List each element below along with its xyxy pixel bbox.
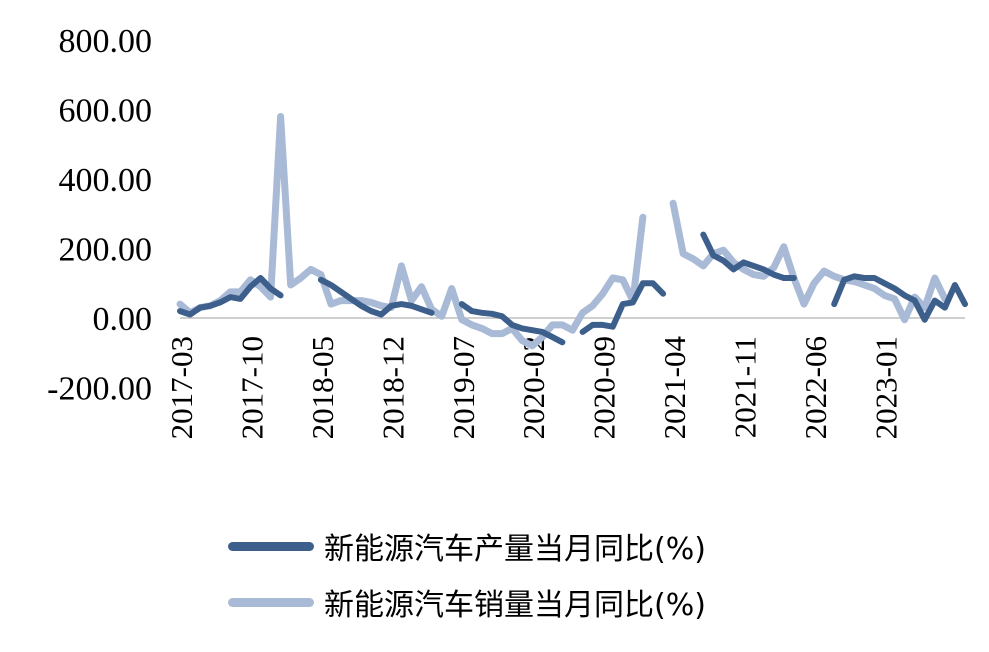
x-tick-label: 2021-11 bbox=[728, 336, 763, 438]
y-tick-label: 600.00 bbox=[59, 93, 153, 130]
x-tick-label: 2022-06 bbox=[798, 336, 833, 439]
x-tick-label: 2020-09 bbox=[587, 336, 622, 439]
y-tick-label: 200.00 bbox=[59, 232, 153, 269]
y-axis: 800.00 600.00 400.00 200.00 0.00 -200.00 bbox=[47, 23, 152, 408]
series-line-sales bbox=[176, 113, 949, 350]
x-tick-label: 2023-01 bbox=[868, 336, 903, 439]
x-axis: 2017-03 2017-10 2018-05 2018-12 2019-07 2020-… bbox=[164, 317, 965, 440]
x-tick-label: 2018-05 bbox=[305, 336, 340, 439]
y-tick-label: 400.00 bbox=[59, 162, 153, 199]
legend-swatch-production bbox=[228, 541, 314, 551]
x-tick-label: 2018-12 bbox=[375, 336, 410, 439]
series-line-production bbox=[177, 231, 968, 346]
legend-label-sales: 新能源汽车销量当月同比(%) bbox=[324, 588, 706, 623]
series-layer bbox=[176, 113, 968, 350]
x-tick-label: 2020-02 bbox=[516, 336, 551, 439]
y-tick-label: -200.00 bbox=[47, 371, 152, 408]
legend: 新能源汽车产量当月同比(%) 新能源汽车销量当月同比(%) bbox=[228, 518, 706, 630]
legend-item-sales: 新能源汽车销量当月同比(%) bbox=[228, 574, 706, 630]
x-tick-label: 2017-03 bbox=[164, 336, 199, 439]
legend-item-production: 新能源汽车产量当月同比(%) bbox=[228, 518, 706, 574]
legend-swatch-sales bbox=[228, 597, 314, 607]
y-tick-label: 800.00 bbox=[59, 23, 153, 60]
x-tick-label: 2017-10 bbox=[234, 336, 269, 439]
y-tick-label: 0.00 bbox=[93, 301, 153, 338]
legend-label-production: 新能源汽车产量当月同比(%) bbox=[324, 532, 706, 567]
x-tick-label: 2021-04 bbox=[657, 336, 692, 440]
x-tick-label: 2019-07 bbox=[446, 336, 481, 439]
